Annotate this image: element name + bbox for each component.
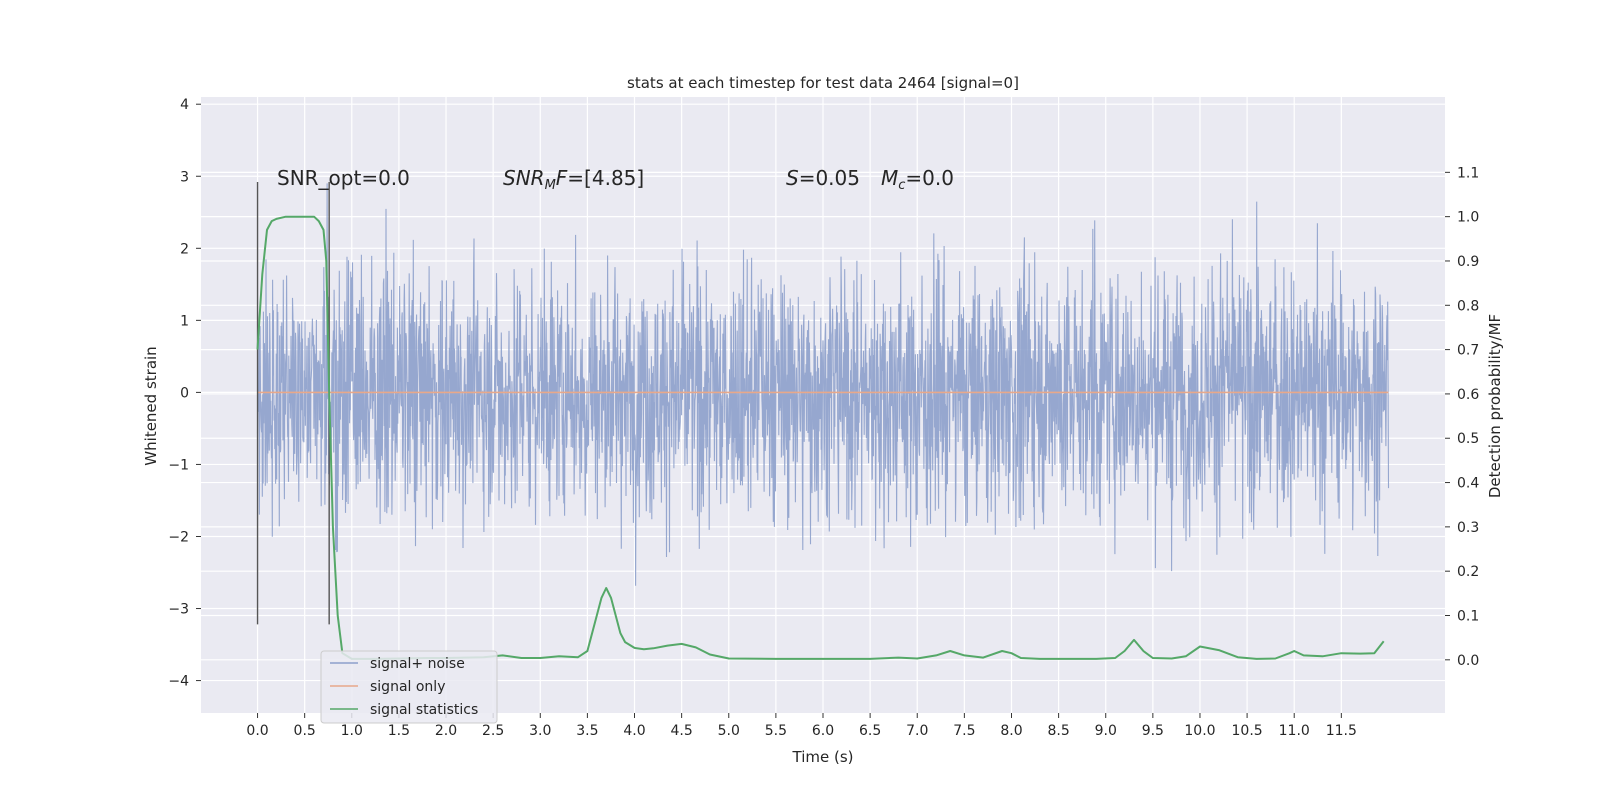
x-tick-label: 3.5 [576, 723, 598, 739]
y2-tick-label: 0.4 [1457, 476, 1479, 492]
ann4-sub: c [898, 178, 905, 193]
legend-box [320, 650, 498, 724]
ann3-b: =0.05 [799, 166, 860, 190]
y2-tick-label: 1.1 [1457, 165, 1479, 181]
y2-tick-label: 0.1 [1457, 609, 1479, 625]
ann2-sub: M [545, 178, 556, 193]
x-tick-label: 6.0 [812, 723, 834, 739]
x-tick-label: 3.0 [529, 723, 551, 739]
x-tick-label: 4.5 [671, 723, 693, 739]
y2-tick-label: 0.2 [1457, 564, 1479, 580]
y2-tick-label: 0.3 [1457, 520, 1479, 536]
legend-label-signal-only: signal only [370, 679, 445, 695]
y2-tick-label: 0.5 [1457, 431, 1479, 447]
x-tick-label: 2.5 [482, 723, 504, 739]
ann4-b: =0.0 [905, 166, 954, 190]
x-tick-label: 5.5 [765, 723, 787, 739]
annotation-mc: Mc=0.0 [881, 166, 954, 193]
y-tick-label: 4 [180, 97, 189, 113]
y-tick-label: −2 [168, 529, 189, 545]
x-axis-label: Time (s) [792, 748, 854, 766]
x-tick-label: 8.5 [1047, 723, 1069, 739]
legend: signal+ noise signal only signal statist… [320, 650, 498, 724]
x-tick-label: 10.0 [1184, 723, 1215, 739]
series-line-signal-statistics [256, 215, 1385, 660]
annotation-s: S=0.05 [786, 166, 860, 190]
x-tick-label: 11.0 [1279, 723, 1310, 739]
x-tick-label: 11.5 [1326, 723, 1357, 739]
y-tick-label: 2 [180, 241, 189, 257]
ann3-a: S [786, 166, 799, 190]
axes: 0.0 0.5 1.0 1.5 2.0 2.5 3.0 3.5 4.0 4.5 5.0 5.5 6.0 6… [168, 97, 1479, 739]
signal-noise-series [256, 183, 1390, 586]
y2-tick-label: 1.0 [1457, 210, 1479, 226]
x-tick-label: 5.0 [718, 723, 740, 739]
annotation-snr-opt: SNR_opt=0.0 [277, 166, 410, 190]
ann4-a: M [881, 166, 898, 190]
x-tick-label: 0.5 [294, 723, 316, 739]
y-tick-label: −3 [168, 602, 189, 618]
y2-tick-label: 0.0 [1457, 653, 1479, 669]
chart-title: stats at each timestep for test data 246… [627, 74, 1019, 92]
y2-tick-label: 0.7 [1457, 343, 1479, 359]
x-tick-label: 1.0 [341, 723, 363, 739]
x-tick-label: 10.5 [1232, 723, 1263, 739]
ann2-b: F [556, 166, 568, 190]
ann2-a: SNR [503, 166, 545, 190]
y-tick-label: −1 [168, 457, 189, 473]
legend-label-signal-noise: signal+ noise [370, 656, 465, 672]
legend-label-signal-statistics: signal statistics [370, 702, 478, 718]
y-tick-label: 1 [180, 313, 189, 329]
x-tick-label: 2.0 [435, 723, 457, 739]
x-tick-label: 7.0 [906, 723, 928, 739]
y-axis-label: Whitened strain [142, 346, 160, 465]
y2-tick-label: 0.8 [1457, 298, 1479, 314]
annotation-snr-mf: SNRMF=[4.85] [503, 166, 644, 193]
overlays [256, 182, 1389, 660]
series-line-signal-noise [256, 183, 1390, 586]
y-tick-label: 3 [180, 169, 189, 185]
x-tick-label: 8.0 [1000, 723, 1022, 739]
x-tick-label: 0.0 [246, 723, 268, 739]
y-tick-label: 0 [180, 385, 189, 401]
x-tick-label: 1.5 [388, 723, 410, 739]
y2-tick-label: 0.9 [1457, 254, 1479, 270]
x-tick-label: 9.0 [1095, 723, 1117, 739]
x-tick-label: 7.5 [953, 723, 975, 739]
ann2-c: =[4.85] [567, 166, 644, 190]
x-tick-label: 6.5 [859, 723, 881, 739]
x-tick-label: 4.0 [623, 723, 645, 739]
x-tick-label: 9.5 [1142, 723, 1164, 739]
y2-axis-label: Detection probability/MF [1486, 314, 1504, 498]
y2-tick-label: 0.6 [1457, 387, 1479, 403]
y-tick-label: −4 [168, 674, 189, 690]
